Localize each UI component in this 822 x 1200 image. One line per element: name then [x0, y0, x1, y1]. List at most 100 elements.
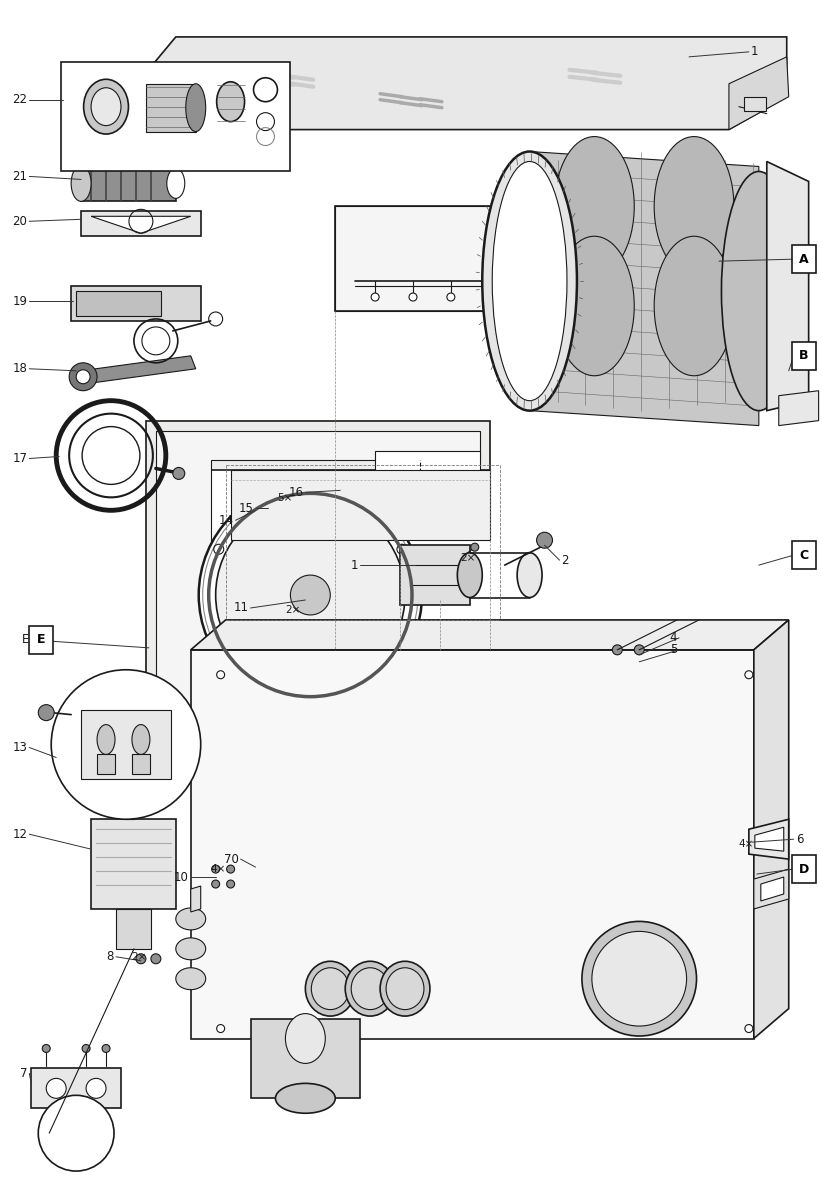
Circle shape — [46, 1079, 66, 1098]
Circle shape — [51, 670, 201, 820]
Ellipse shape — [132, 725, 150, 755]
Ellipse shape — [582, 922, 696, 1036]
Circle shape — [415, 474, 425, 484]
Text: 2×: 2× — [131, 952, 146, 961]
Text: 2×: 2× — [459, 553, 475, 563]
FancyBboxPatch shape — [792, 541, 815, 569]
Text: 15: 15 — [238, 502, 253, 515]
Text: 16: 16 — [289, 486, 303, 499]
Text: 20: 20 — [12, 215, 27, 228]
Bar — [132, 755, 150, 774]
Ellipse shape — [275, 1084, 335, 1114]
Circle shape — [82, 1044, 90, 1052]
Ellipse shape — [654, 236, 734, 376]
Polygon shape — [145, 421, 490, 760]
Ellipse shape — [97, 725, 115, 755]
Circle shape — [471, 544, 478, 551]
Polygon shape — [191, 650, 754, 1038]
Ellipse shape — [186, 84, 206, 132]
Polygon shape — [116, 908, 151, 949]
Text: 7: 7 — [20, 1067, 27, 1080]
Polygon shape — [778, 391, 819, 426]
Text: 6: 6 — [796, 833, 803, 846]
Polygon shape — [755, 827, 783, 851]
Polygon shape — [91, 216, 191, 233]
Circle shape — [290, 575, 330, 614]
Text: B: B — [799, 349, 808, 362]
Polygon shape — [529, 151, 759, 426]
Polygon shape — [81, 356, 196, 384]
Circle shape — [151, 954, 161, 964]
Text: C: C — [796, 548, 804, 562]
Circle shape — [162, 736, 170, 744]
Circle shape — [215, 500, 405, 690]
Text: D: D — [798, 863, 809, 876]
Ellipse shape — [84, 79, 128, 134]
Circle shape — [39, 704, 54, 720]
Ellipse shape — [654, 137, 734, 276]
Polygon shape — [729, 56, 789, 130]
Ellipse shape — [592, 931, 686, 1026]
Polygon shape — [91, 820, 176, 908]
Text: 21: 21 — [12, 170, 27, 182]
Text: 22: 22 — [12, 94, 27, 106]
Text: 5: 5 — [670, 643, 677, 656]
Text: 11: 11 — [233, 601, 248, 614]
Polygon shape — [335, 206, 719, 311]
Polygon shape — [749, 820, 789, 859]
Ellipse shape — [351, 967, 389, 1009]
Polygon shape — [767, 162, 809, 410]
Circle shape — [686, 283, 702, 299]
Ellipse shape — [91, 88, 121, 126]
Circle shape — [745, 671, 753, 679]
Circle shape — [261, 509, 276, 524]
FancyBboxPatch shape — [30, 626, 53, 654]
Circle shape — [397, 636, 407, 646]
Ellipse shape — [285, 1014, 326, 1063]
Circle shape — [598, 293, 607, 301]
Text: 19: 19 — [12, 294, 27, 307]
Text: 18: 18 — [12, 362, 27, 376]
Text: 5×: 5× — [278, 493, 293, 503]
Circle shape — [102, 1044, 110, 1052]
Circle shape — [397, 545, 407, 554]
Polygon shape — [76, 292, 161, 316]
Ellipse shape — [492, 162, 567, 401]
Text: 12: 12 — [12, 828, 27, 841]
Text: 13: 13 — [12, 740, 27, 754]
Circle shape — [76, 370, 90, 384]
Polygon shape — [191, 886, 201, 912]
Text: A: A — [796, 253, 804, 265]
Ellipse shape — [483, 151, 577, 410]
Ellipse shape — [72, 166, 91, 202]
Circle shape — [217, 671, 224, 679]
Circle shape — [214, 636, 224, 646]
Circle shape — [182, 715, 190, 724]
Text: 70: 70 — [224, 853, 238, 865]
Circle shape — [136, 954, 145, 964]
Ellipse shape — [386, 967, 424, 1009]
Circle shape — [212, 865, 219, 874]
Ellipse shape — [555, 236, 635, 376]
Circle shape — [86, 1079, 106, 1098]
Text: D: D — [796, 863, 805, 876]
Polygon shape — [81, 167, 176, 202]
Bar — [97, 755, 115, 774]
Polygon shape — [81, 211, 201, 236]
Circle shape — [39, 1096, 114, 1171]
Circle shape — [447, 293, 455, 301]
Circle shape — [745, 1025, 753, 1032]
Text: 1: 1 — [750, 46, 759, 59]
Bar — [744, 97, 766, 110]
Circle shape — [217, 1025, 224, 1032]
Text: B: B — [796, 349, 804, 362]
Text: 4×: 4× — [739, 839, 755, 850]
Text: 14: 14 — [219, 514, 233, 527]
Text: 10: 10 — [174, 870, 189, 883]
Ellipse shape — [555, 137, 635, 276]
Text: A: A — [799, 253, 809, 265]
Circle shape — [227, 865, 234, 874]
Circle shape — [561, 293, 569, 301]
Circle shape — [674, 293, 682, 301]
Polygon shape — [156, 431, 480, 750]
